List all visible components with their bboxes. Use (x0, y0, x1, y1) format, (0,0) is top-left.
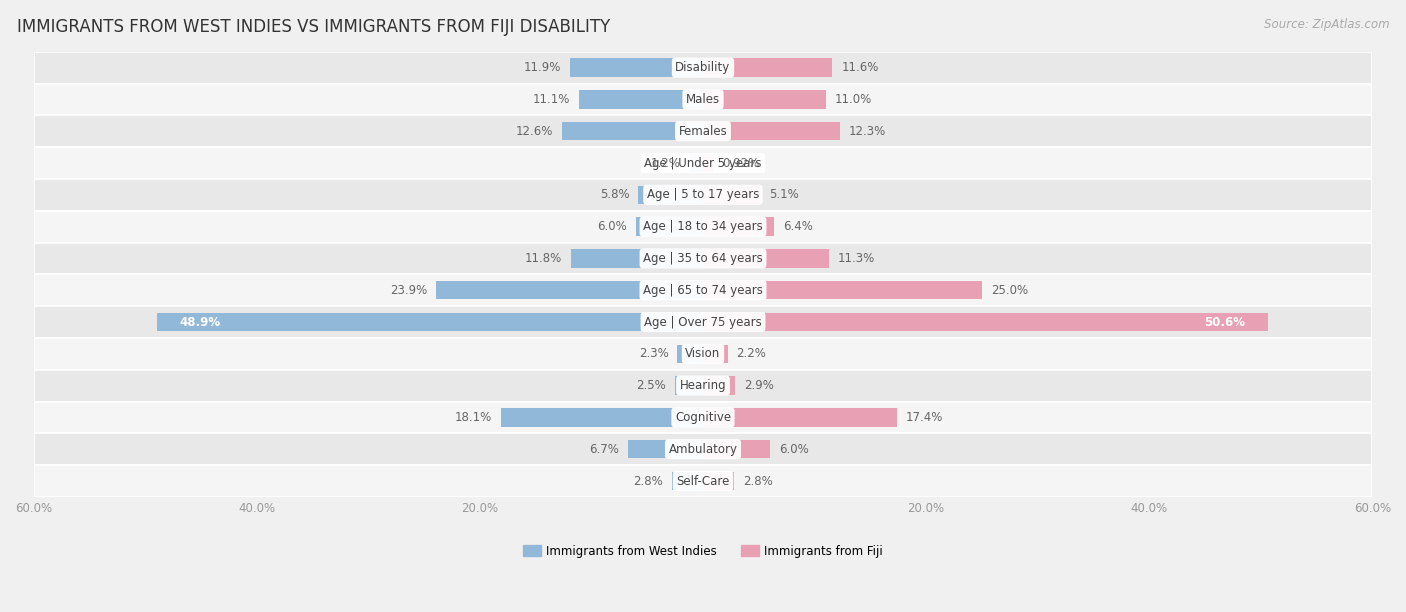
Bar (34, 306, 1372, 338)
Bar (34, 338, 1372, 370)
Bar (562, 122, 703, 140)
Text: 12.3%: 12.3% (849, 125, 886, 138)
Bar (34, 433, 1372, 465)
Text: 11.1%: 11.1% (533, 93, 571, 106)
Bar (579, 90, 703, 109)
Bar (703, 249, 830, 267)
Text: 5.1%: 5.1% (769, 188, 799, 201)
Text: 6.0%: 6.0% (779, 442, 808, 456)
Text: 2.3%: 2.3% (638, 347, 668, 360)
Bar (703, 345, 727, 363)
Bar (34, 179, 1372, 211)
Text: Age | 5 to 17 years: Age | 5 to 17 years (647, 188, 759, 201)
Bar (34, 401, 1372, 433)
Text: 48.9%: 48.9% (180, 316, 221, 329)
Bar (703, 313, 1268, 331)
Text: 25.0%: 25.0% (991, 284, 1028, 297)
Bar (34, 242, 1372, 274)
Text: 2.2%: 2.2% (737, 347, 766, 360)
Bar (34, 83, 1372, 115)
Text: 6.4%: 6.4% (783, 220, 813, 233)
Bar (571, 249, 703, 267)
Bar (703, 122, 841, 140)
Bar (703, 408, 897, 427)
Text: 11.3%: 11.3% (838, 252, 876, 265)
Text: 2.5%: 2.5% (637, 379, 666, 392)
Bar (34, 465, 1372, 497)
Text: Age | 65 to 74 years: Age | 65 to 74 years (643, 284, 763, 297)
Text: 11.8%: 11.8% (526, 252, 562, 265)
Text: 2.9%: 2.9% (744, 379, 775, 392)
Text: Hearing: Hearing (679, 379, 727, 392)
Text: IMMIGRANTS FROM WEST INDIES VS IMMIGRANTS FROM FIJI DISABILITY: IMMIGRANTS FROM WEST INDIES VS IMMIGRANT… (17, 18, 610, 36)
Text: 0.92%: 0.92% (723, 157, 759, 170)
Text: Age | Over 75 years: Age | Over 75 years (644, 316, 762, 329)
Text: 5.8%: 5.8% (600, 188, 630, 201)
Bar (703, 376, 735, 395)
Bar (636, 217, 703, 236)
Bar (678, 345, 703, 363)
Bar (703, 440, 770, 458)
Text: Cognitive: Cognitive (675, 411, 731, 424)
Text: 11.9%: 11.9% (524, 61, 561, 74)
Bar (703, 472, 734, 490)
Text: 18.1%: 18.1% (456, 411, 492, 424)
Text: 23.9%: 23.9% (389, 284, 427, 297)
Text: Males: Males (686, 93, 720, 106)
Bar (34, 370, 1372, 401)
Text: 12.6%: 12.6% (516, 125, 554, 138)
Bar (34, 274, 1372, 306)
Text: 6.0%: 6.0% (598, 220, 627, 233)
Text: Vision: Vision (685, 347, 721, 360)
Legend: Immigrants from West Indies, Immigrants from Fiji: Immigrants from West Indies, Immigrants … (519, 540, 887, 562)
Bar (157, 313, 703, 331)
Bar (571, 58, 703, 77)
Text: 6.7%: 6.7% (589, 442, 619, 456)
Bar (501, 408, 703, 427)
Bar (703, 90, 825, 109)
Text: Age | Under 5 years: Age | Under 5 years (644, 157, 762, 170)
Bar (703, 185, 759, 204)
Text: Females: Females (679, 125, 727, 138)
Bar (628, 440, 703, 458)
Text: 11.6%: 11.6% (841, 61, 879, 74)
Bar (34, 211, 1372, 242)
Bar (34, 115, 1372, 147)
Text: Source: ZipAtlas.com: Source: ZipAtlas.com (1264, 18, 1389, 31)
Text: Self-Care: Self-Care (676, 474, 730, 488)
Text: 11.0%: 11.0% (835, 93, 872, 106)
Bar (638, 185, 703, 204)
Bar (689, 154, 703, 172)
Bar (703, 281, 981, 299)
Bar (703, 154, 713, 172)
Bar (436, 281, 703, 299)
Text: Age | 18 to 34 years: Age | 18 to 34 years (643, 220, 763, 233)
Text: 17.4%: 17.4% (905, 411, 943, 424)
Text: 50.6%: 50.6% (1205, 316, 1246, 329)
Bar (703, 58, 832, 77)
Text: 1.2%: 1.2% (651, 157, 681, 170)
Bar (703, 217, 775, 236)
Bar (34, 147, 1372, 179)
Text: 2.8%: 2.8% (744, 474, 773, 488)
Bar (675, 376, 703, 395)
Bar (672, 472, 703, 490)
Text: Ambulatory: Ambulatory (668, 442, 738, 456)
Text: Disability: Disability (675, 61, 731, 74)
Text: Age | 35 to 64 years: Age | 35 to 64 years (643, 252, 763, 265)
Text: 2.8%: 2.8% (633, 474, 662, 488)
Bar (34, 52, 1372, 83)
